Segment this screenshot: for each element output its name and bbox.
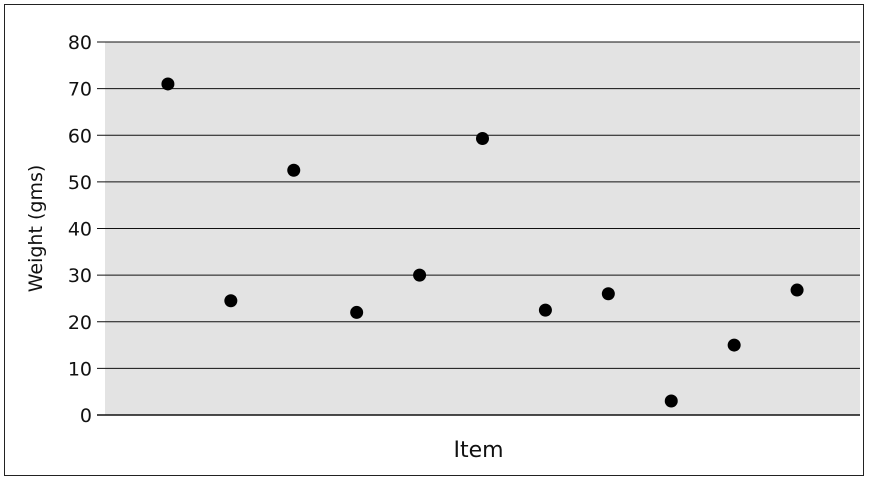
y-tick-label: 40 xyxy=(68,219,92,241)
data-point xyxy=(350,305,364,319)
data-point xyxy=(790,283,804,297)
y-tick-label: 70 xyxy=(68,79,92,101)
y-tick-label: 20 xyxy=(68,312,92,334)
data-points xyxy=(161,77,804,408)
scatter-chart: 0 10 20 30 40 50 60 70 80 Weight (gms) Item xyxy=(25,32,860,463)
y-tick-label: 30 xyxy=(68,265,92,287)
data-point xyxy=(538,303,552,317)
data-point xyxy=(476,132,489,146)
x-axis-label: Item xyxy=(453,438,503,463)
data-point xyxy=(161,77,175,91)
y-axis-label: Weight (gms) xyxy=(25,165,47,293)
chart-frame: 0 10 20 30 40 50 60 70 80 Weight (gms) Item xyxy=(4,4,864,476)
data-point xyxy=(287,163,301,177)
data-point xyxy=(601,287,615,301)
data-point xyxy=(413,268,427,282)
data-point xyxy=(664,394,678,408)
data-point xyxy=(224,294,238,308)
y-tick-label: 60 xyxy=(68,125,92,147)
gridlines xyxy=(97,41,860,416)
y-tick-label: 0 xyxy=(80,405,92,427)
data-point xyxy=(727,338,741,352)
y-tick-label: 80 xyxy=(68,32,92,54)
y-tick-label: 10 xyxy=(68,358,92,380)
y-tick-label: 50 xyxy=(68,172,92,194)
y-tick-labels: 0 10 20 30 40 50 60 70 80 xyxy=(68,32,92,427)
